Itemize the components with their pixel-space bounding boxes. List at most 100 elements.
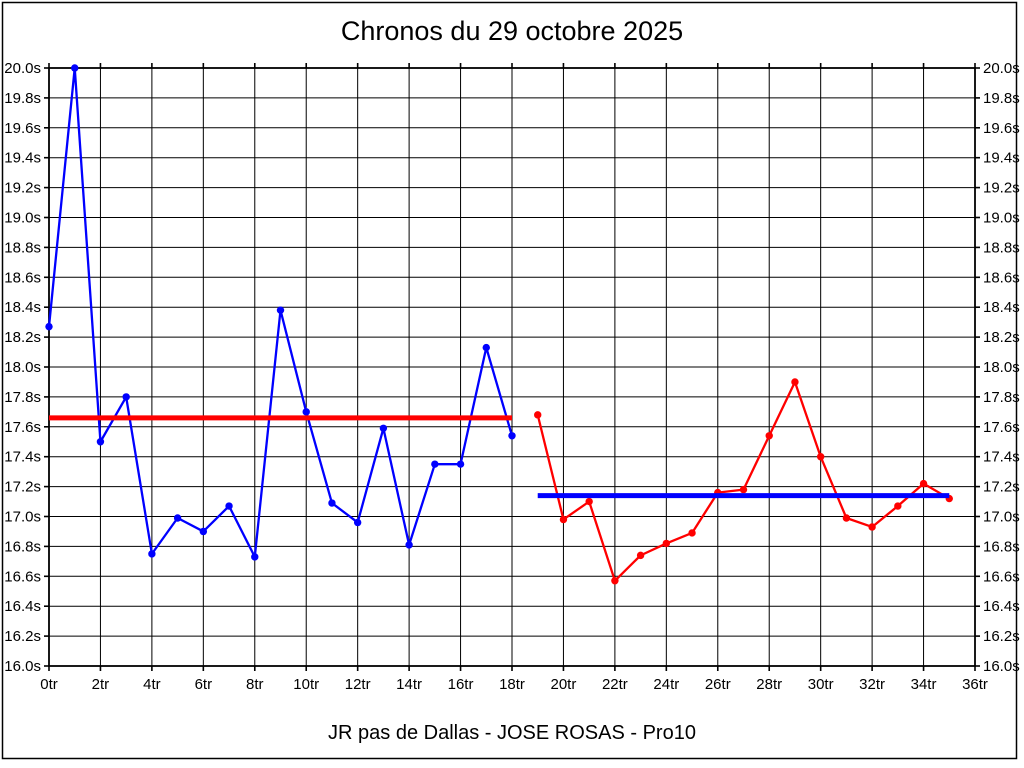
y-axis-tick-label-right: 16.4s xyxy=(983,598,1020,615)
y-axis-tick-label-right: 16.8s xyxy=(983,538,1020,555)
y-axis-tick-label-left: 18.6s xyxy=(4,269,41,286)
x-axis-tick-label: 14tr xyxy=(396,676,422,693)
red-series-point xyxy=(739,485,748,494)
y-axis-tick-label-right: 19.6s xyxy=(983,120,1020,137)
y-axis-tick-label-right: 19.0s xyxy=(983,210,1020,227)
red-series-point xyxy=(559,515,568,524)
y-axis-tick-label-left: 19.2s xyxy=(4,180,41,197)
red-series-point xyxy=(816,453,825,461)
red-series-point xyxy=(868,523,876,531)
plot-border xyxy=(48,67,976,667)
y-axis-tick-label-left: 16.6s xyxy=(4,568,41,585)
y-axis-tick-label-left: 19.4s xyxy=(4,150,41,167)
y-axis-tick-label-right: 17.8s xyxy=(983,389,1020,406)
y-axis-tick-label-left: 18.8s xyxy=(4,239,41,256)
blue-series-point xyxy=(456,460,465,468)
blue-series-point xyxy=(276,306,285,314)
blue-series-point xyxy=(148,550,156,558)
x-axis-tick-label: 22tr xyxy=(602,676,628,693)
red-series-point xyxy=(585,497,593,506)
red-series-line xyxy=(536,380,950,582)
blue-series-point xyxy=(482,343,490,352)
y-axis-tick-label-left: 16.0s xyxy=(4,658,41,675)
x-axis-tick-label: 0tr xyxy=(40,676,58,693)
x-axis-tick-label: 36tr xyxy=(962,676,988,693)
x-axis-tick-label: 28tr xyxy=(756,676,782,693)
y-axis-tick-label-right: 16.6s xyxy=(983,568,1020,585)
x-axis-tick-label: 12tr xyxy=(345,676,371,693)
x-axis-tick-label: 8tr xyxy=(246,676,264,693)
blue-series-point xyxy=(96,438,105,446)
y-axis-tick-label-left: 17.2s xyxy=(4,479,41,496)
y-axis-tick-label-right: 17.4s xyxy=(983,449,1020,466)
red-series-point xyxy=(765,432,773,440)
y-axis-tick-label-left: 17.6s xyxy=(4,419,41,436)
x-axis-tick-label: 20tr xyxy=(551,676,577,693)
red-series-point xyxy=(636,551,645,560)
blue-series-point xyxy=(353,518,362,527)
y-axis-tick-label-left: 19.0s xyxy=(4,210,41,227)
blue-series-point xyxy=(225,502,233,510)
x-axis-tick-label: 2tr xyxy=(92,676,110,693)
blue-series-point xyxy=(431,460,439,468)
y-axis-tick-label-right: 18.4s xyxy=(983,299,1020,316)
chart-title: Chronos du 29 octobre 2025 xyxy=(340,16,684,46)
chart-subtitle: JR pas de Dallas - JOSE ROSAS - Pro10 xyxy=(328,722,696,744)
y-axis-tick-label-left: 17.0s xyxy=(4,509,41,526)
blue-series-point xyxy=(122,393,130,401)
x-axis-tick-label: 10tr xyxy=(293,676,319,693)
blue-series-point xyxy=(379,424,388,432)
blue-series-point xyxy=(508,432,516,440)
x-axis-tick-label: 24tr xyxy=(653,676,679,693)
y-axis-tick-label-left: 19.6s xyxy=(4,120,41,137)
y-axis-tick-label-right: 19.2s xyxy=(983,180,1020,197)
x-axis-tick-label: 6tr xyxy=(195,676,213,693)
y-axis-tick-label-right: 18.0s xyxy=(983,359,1020,376)
y-axis-tick-label-left: 18.4s xyxy=(4,299,41,316)
red-series-point xyxy=(919,479,928,488)
x-axis-tick-label: 32tr xyxy=(859,676,885,693)
x-axis-tick-label: 26tr xyxy=(705,676,731,693)
x-axis-tick-label: 18tr xyxy=(499,676,525,693)
y-axis-tick-label-right: 19.4s xyxy=(983,150,1020,167)
x-axis-tick-label: 16tr xyxy=(448,676,474,693)
x-axis-tick-label: 30tr xyxy=(808,676,834,693)
red-series-point xyxy=(662,539,671,548)
y-axis-tick-label-left: 16.4s xyxy=(4,598,41,615)
blue-series-point xyxy=(405,541,413,549)
y-axis-tick-label-left: 19.8s xyxy=(4,90,41,107)
y-axis-tick-label-right: 16.2s xyxy=(983,628,1020,645)
red-series-point xyxy=(688,529,696,537)
y-axis-tick-label-left: 18.2s xyxy=(4,329,41,346)
y-axis-tick-label-right: 18.2s xyxy=(983,329,1020,346)
x-axis-tick-label: 34tr xyxy=(911,676,937,693)
y-axis-tick-label-right: 20.0s xyxy=(983,60,1020,77)
blue-series-point xyxy=(199,527,208,536)
red-series-point xyxy=(894,502,902,510)
y-axis-tick-label-left: 20.0s xyxy=(4,60,41,77)
y-axis-tick-label-left: 17.8s xyxy=(4,389,41,406)
y-axis-tick-label-right: 17.2s xyxy=(983,479,1020,496)
red-series-point xyxy=(534,411,542,419)
red-series-point xyxy=(842,514,851,522)
x-axis-tick-label: 4tr xyxy=(143,676,161,693)
y-axis-tick-label-right: 17.6s xyxy=(983,419,1020,436)
blue-series-point xyxy=(173,514,182,522)
blue-series-point xyxy=(328,499,336,507)
blue-series-point xyxy=(302,408,310,416)
y-axis-tick-label-right: 17.0s xyxy=(983,509,1020,526)
red-series-point xyxy=(611,577,619,585)
blue-series-point xyxy=(45,322,53,331)
y-axis-tick-label-right: 16.0s xyxy=(983,658,1020,675)
y-axis-tick-label-left: 16.8s xyxy=(4,538,41,555)
y-axis-tick-label-right: 18.8s xyxy=(983,239,1020,256)
y-axis-tick-label-right: 18.6s xyxy=(983,269,1020,286)
red-series-point xyxy=(791,378,799,386)
y-axis-tick-label-left: 18.0s xyxy=(4,359,41,376)
blue-series-point xyxy=(251,553,259,561)
y-axis-tick-label-right: 19.8s xyxy=(983,90,1020,107)
y-axis-tick-label-left: 17.4s xyxy=(4,449,41,466)
